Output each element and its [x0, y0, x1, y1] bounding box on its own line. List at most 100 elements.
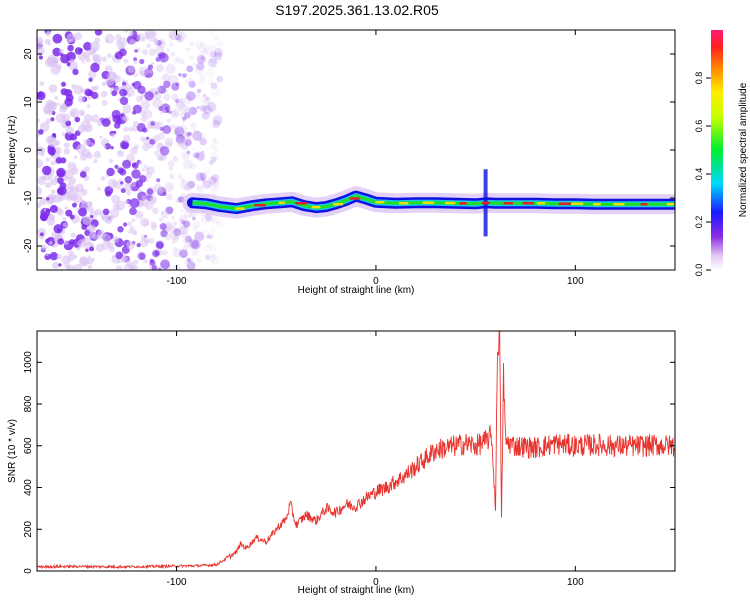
heatmap-noise-cell	[133, 59, 138, 64]
heatmap-noise-cell	[208, 234, 214, 240]
heatmap-noise-cell	[192, 130, 203, 141]
heatmap-noise-cell	[181, 151, 190, 160]
heatmap-noise-cell	[205, 68, 215, 78]
heatmap-noise-cell	[196, 184, 202, 190]
heatmap-noise-cell	[90, 142, 94, 146]
heatmap-noise-cell	[120, 188, 126, 194]
heatmap-noise-cell	[142, 136, 152, 146]
heatmap-noise-cell	[37, 91, 46, 101]
heatmap-noise-cell	[37, 186, 43, 196]
heatmap-noise-cell	[154, 92, 162, 100]
heatmap-noise-cell	[128, 126, 134, 132]
heatmap-noise-cell	[114, 51, 124, 60]
heatmap-noise-cell	[69, 214, 75, 220]
heatmap-noise-cell	[37, 159, 44, 168]
heatmap-noise-cell	[93, 158, 98, 164]
heatmap-noise-cell	[80, 88, 84, 92]
heatmap-noise-cell	[37, 93, 40, 98]
heatmap-noise-cell	[182, 104, 186, 108]
heatmap-noise-cell	[188, 106, 197, 116]
heatmap-noise-cell	[145, 167, 150, 172]
heatmap-noise-cell	[210, 217, 217, 224]
heatmap-noise-cell	[122, 104, 132, 114]
heatmap-noise-cell	[201, 111, 210, 120]
heatmap-noise-cell	[123, 30, 129, 33]
heatmap-noise-cell	[129, 39, 136, 46]
heatmap-noise-cell	[180, 209, 184, 213]
heatmap-noise-cell	[141, 168, 145, 172]
heatmap-noise-cell	[160, 210, 169, 219]
heatmap-noise-cell	[64, 191, 74, 201]
heatmap-noise-cell	[193, 152, 200, 159]
heatmap-noise-cell	[177, 174, 182, 179]
heatmap-noise-cell	[91, 86, 95, 90]
heatmap-noise-cell	[83, 51, 91, 59]
heatmap-noise-cell	[191, 240, 201, 250]
heatmap-noise-cell	[123, 126, 129, 133]
heatmap-noise-cell	[90, 41, 100, 52]
heatmap-noise-cell	[203, 221, 207, 225]
heatmap-noise-cell	[139, 217, 150, 227]
snr-y-tick-label: 400	[23, 479, 34, 496]
heatmap-noise-cell	[145, 30, 156, 39]
heatmap-noise-cell	[188, 131, 192, 136]
heatmap-noise-cell	[56, 253, 62, 260]
heatmap-noise-cell	[50, 178, 58, 186]
heatmap-noise-cell	[199, 137, 207, 146]
heatmap-y-tick-label: 10	[23, 96, 34, 108]
heatmap-noise-cell	[85, 248, 89, 252]
heatmap-noise-cloud	[37, 30, 224, 270]
heatmap-noise-cell	[211, 187, 220, 196]
heatmap-noise-cell	[138, 66, 149, 77]
heatmap-noise-cell	[170, 51, 176, 57]
heatmap-noise-cell	[146, 194, 153, 202]
heatmap-noise-cell	[66, 33, 76, 43]
heatmap-noise-cell	[57, 177, 64, 185]
snr-y-tick-label: 1000	[23, 351, 34, 374]
heatmap-noise-cell	[154, 91, 159, 95]
heatmap-noise-cell	[63, 239, 69, 246]
heatmap-noise-cell	[208, 182, 216, 190]
heatmap-noise-cell	[122, 115, 127, 121]
heatmap-noise-cell	[169, 230, 180, 241]
heatmap-noise-cell	[83, 41, 92, 51]
heatmap-noise-cell	[70, 133, 78, 141]
heatmap-noise-cell	[210, 178, 218, 187]
heatmap-noise-cell	[210, 156, 217, 163]
heatmap-x-axis-label: Height of straight line (km)	[298, 285, 415, 296]
heatmap-noise-cell	[101, 81, 107, 87]
heatmap-noise-cell	[200, 94, 210, 104]
heatmap-noise-cell	[178, 38, 183, 43]
heatmap-noise-cell	[159, 157, 164, 162]
heatmap-noise-cell	[52, 261, 60, 269]
heatmap-noise-cell	[69, 58, 75, 64]
heatmap-noise-cell	[114, 164, 119, 169]
heatmap-noise-cell	[147, 64, 154, 70]
heatmap-noise-cell	[65, 120, 72, 127]
heatmap-noise-cell	[94, 30, 102, 36]
heatmap-noise-cell	[105, 77, 115, 86]
heatmap-noise-cell	[180, 141, 190, 151]
heatmap-noise-cell	[159, 38, 165, 44]
heatmap-noise-cell	[212, 138, 217, 142]
heatmap-noise-cell	[97, 186, 101, 191]
heatmap-noise-cell	[180, 180, 191, 191]
heatmap-noise-cell	[107, 241, 114, 249]
heatmap-noise-cell	[137, 33, 145, 42]
heatmap-noise-cell	[45, 208, 51, 213]
heatmap-noise-cell	[67, 44, 74, 52]
heatmap-noise-cell	[74, 183, 84, 193]
heatmap-noise-cell	[210, 82, 218, 89]
heatmap-noise-cell	[146, 31, 157, 42]
heatmap-noise-cell	[202, 44, 212, 54]
heatmap-noise-cell	[194, 93, 201, 100]
heatmap-noise-cell	[83, 138, 91, 146]
heatmap-noise-cell	[175, 82, 180, 86]
heatmap-noise-cell	[143, 258, 148, 264]
heatmap-noise-cell	[125, 87, 135, 97]
heatmap-noise-cell	[200, 139, 204, 143]
heatmap-noise-cell	[37, 39, 43, 50]
heatmap-noise-cell	[171, 216, 175, 220]
heatmap-noise-cell	[66, 182, 74, 190]
heatmap-y-axis-label: Frequency (Hz)	[7, 116, 18, 185]
